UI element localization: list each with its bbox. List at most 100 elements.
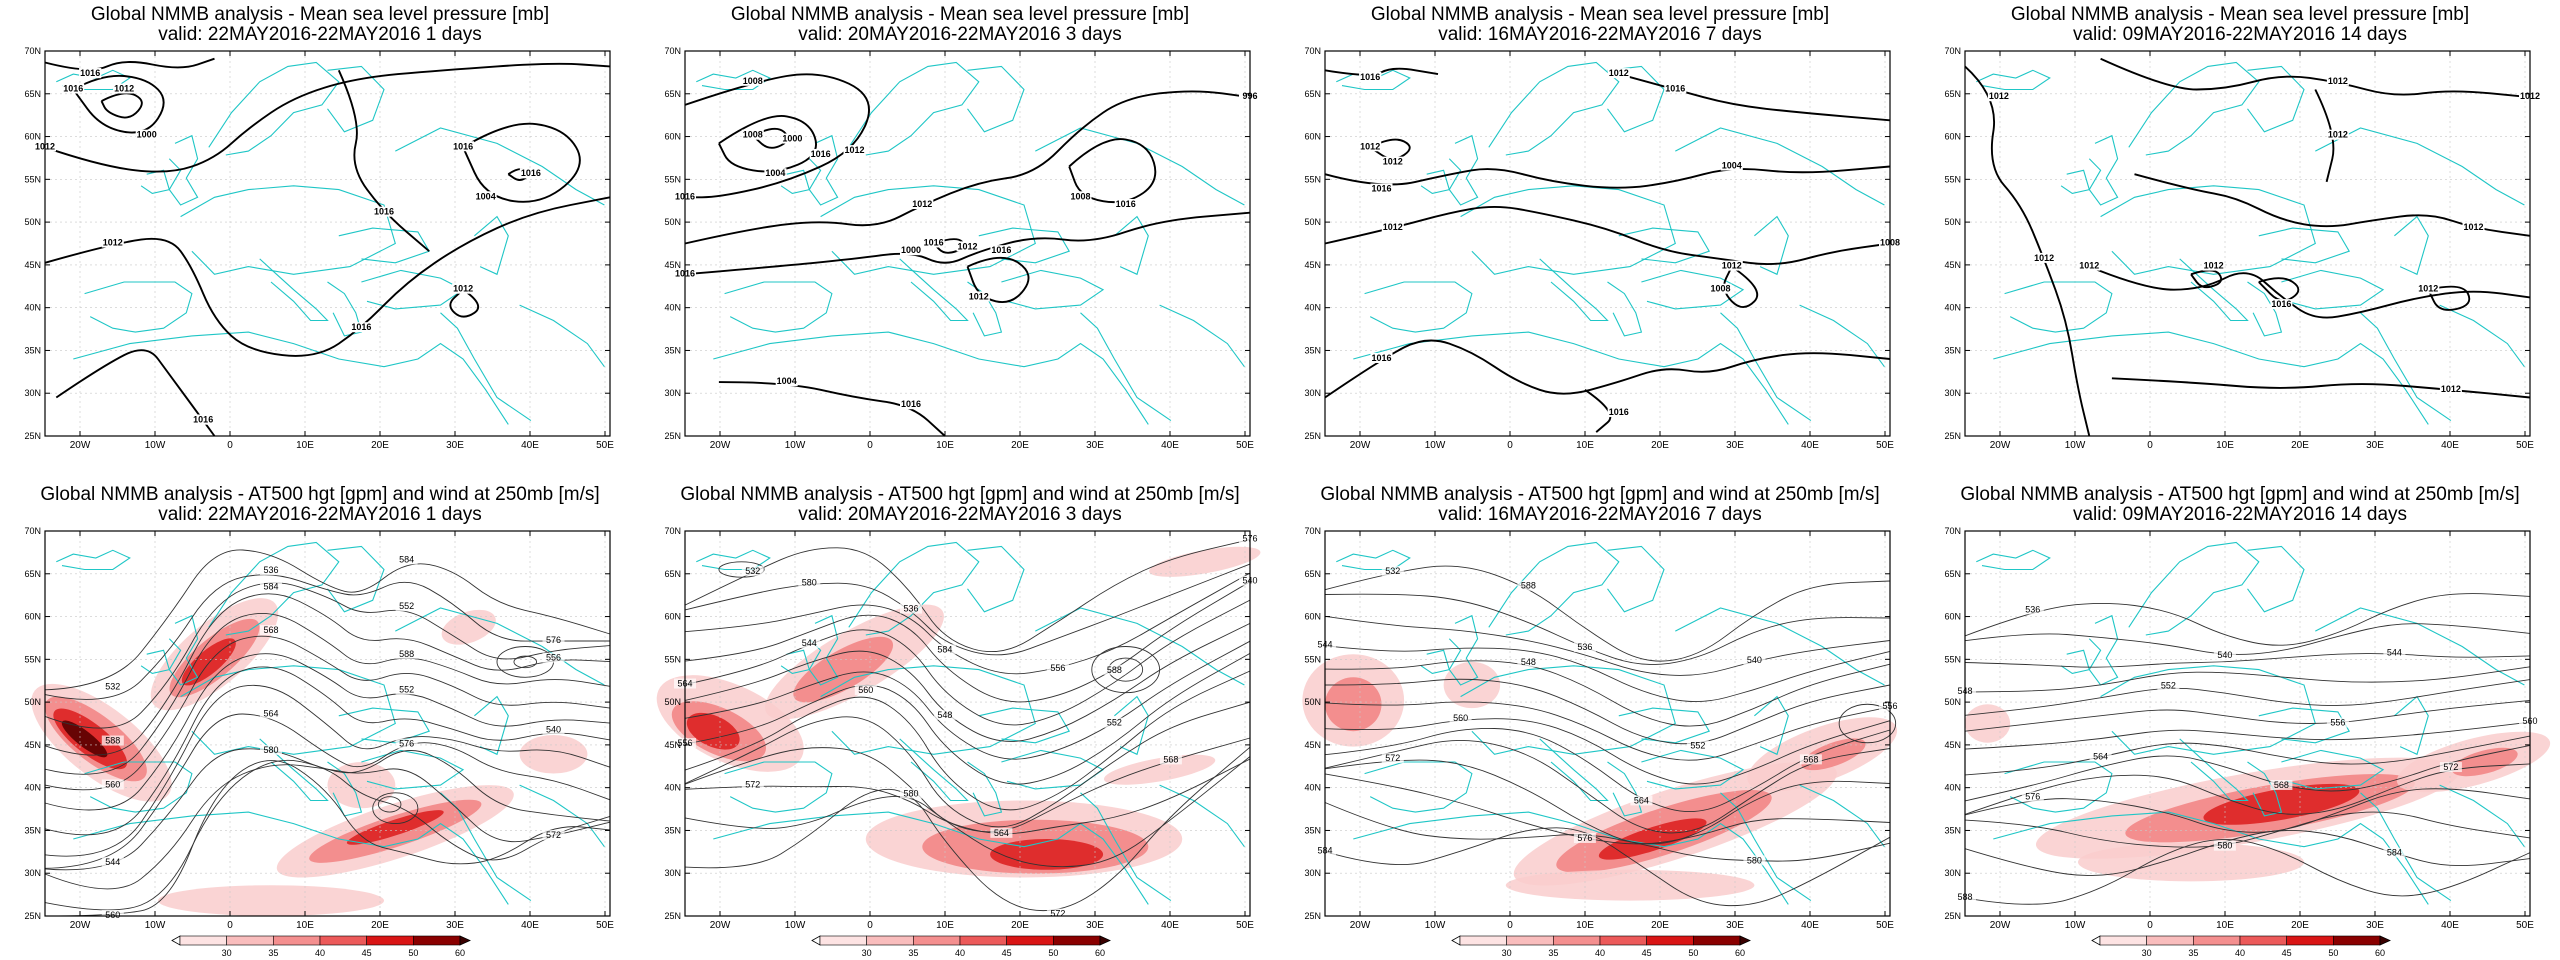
contour-label: 588 [1521, 581, 1536, 591]
coastline [1448, 134, 1479, 206]
contour-label-bg [854, 684, 877, 695]
plot-border [1324, 50, 1891, 437]
height-contour [684, 539, 1251, 652]
contour-label-bg [1573, 642, 1596, 653]
contour-label-bg [2326, 75, 2349, 86]
height-contour [718, 561, 765, 578]
x-tick-label: 40E [1801, 920, 1819, 931]
wind-speed-shading [2203, 783, 2360, 825]
height-contour [1964, 593, 2531, 646]
coastline [2439, 304, 2525, 368]
colorbar-segment [2239, 935, 2287, 946]
x-tick-label: 20W [1350, 440, 1371, 451]
contour-label-bg [775, 376, 798, 387]
contour-label: 556 [546, 653, 561, 663]
height-contour [1324, 740, 1891, 834]
coastline [808, 614, 839, 686]
colorbar-tick-label: 50 [1048, 948, 1058, 958]
contour-label: 1016 [1609, 407, 1629, 417]
coastline [1460, 665, 1676, 755]
x-tick-label: 20E [1651, 440, 1669, 451]
colorbar-right-arrow [459, 935, 471, 946]
coastline [1080, 312, 1172, 422]
contour-label: 1000 [782, 134, 802, 144]
coastline [1001, 269, 1105, 310]
contour-label: 1004 [777, 376, 797, 386]
coastline [1976, 69, 2051, 91]
colorbar-segment [819, 935, 867, 946]
y-tick-label: 30N [24, 388, 41, 398]
y-tick-label: 55N [1944, 174, 1961, 184]
contour-label-bg [260, 744, 282, 755]
y-tick-label: 30N [1944, 868, 1961, 878]
contour-label-bg [101, 735, 124, 746]
x-tick-label: 0 [2147, 440, 2153, 451]
coastline [899, 738, 969, 802]
contour-label-bg [1987, 91, 2010, 102]
y-tick-label: 65N [664, 89, 681, 99]
y-tick-label: 60N [1304, 132, 1321, 142]
coastline [2360, 312, 2452, 422]
height-contour [44, 713, 611, 869]
coastline [1976, 549, 2051, 571]
contour-label-bg [1607, 68, 1630, 79]
y-tick-label: 30N [1304, 388, 1321, 398]
coastline [1336, 549, 1411, 571]
contour-label-bg [741, 75, 764, 86]
y-tick-label: 30N [1944, 388, 1961, 398]
panel-subtitle: valid: 20MAY2016-22MAY2016 3 days [798, 504, 1122, 525]
panel-title: Global NMMB analysis - Mean sea level pr… [90, 4, 550, 25]
y-tick-label: 45N [1304, 260, 1321, 270]
x-tick-label: 40E [1161, 920, 1179, 931]
colorbar-tick-label: 35 [2188, 948, 2198, 958]
contour-label-bg [900, 399, 922, 410]
contour-label: 1016 [453, 141, 473, 151]
contour-label-bg [542, 830, 565, 841]
contour-label: 564 [2093, 751, 2108, 761]
contour-label-bg [1381, 156, 1404, 167]
isobar [462, 122, 581, 203]
coastline [1993, 331, 2429, 425]
contour-label-bg [843, 145, 866, 156]
x-tick-label: 50E [2516, 920, 2534, 931]
coastline [2258, 227, 2351, 264]
y-tick-label: 25N [24, 911, 41, 921]
y-tick-label: 25N [1304, 431, 1321, 441]
colorbar-tick-label: 35 [1548, 948, 1558, 958]
contour-label: 532 [745, 566, 760, 576]
isobar [72, 74, 165, 134]
x-tick-label: 30E [2366, 920, 2384, 931]
y-tick-label: 25N [1944, 911, 1961, 921]
height-contour [1964, 830, 2531, 877]
x-tick-label: 10E [296, 920, 314, 931]
coastline [180, 185, 396, 275]
x-tick-label: 50E [1236, 920, 1254, 931]
x-tick-label: 20W [710, 920, 731, 931]
contour-label-bg [373, 206, 395, 217]
x-tick-label: 10W [1425, 920, 1446, 931]
contour-label: 1012 [844, 145, 864, 155]
plot-border [684, 530, 1251, 917]
wind-speed-shading [2078, 842, 2304, 882]
contour-label: 568 [2274, 780, 2289, 790]
coastline [978, 707, 1071, 744]
wind-speed-shading [1965, 704, 2011, 743]
wind-speed-shading [2451, 747, 2518, 777]
wind-speed-shading [686, 712, 740, 750]
contour-label-bg [260, 708, 282, 719]
height-contour [44, 574, 610, 700]
coastline [474, 695, 509, 756]
x-tick-label: 20W [1350, 920, 1371, 931]
colorbar-tick-label: 45 [1642, 948, 1652, 958]
x-tick-label: 20W [70, 440, 91, 451]
contour-label-bg [764, 168, 787, 179]
contour-label-bg [2439, 762, 2462, 773]
contour-label: 1012 [2034, 253, 2054, 263]
coastline [56, 549, 131, 571]
coastline [780, 169, 810, 194]
coastline [1641, 749, 1745, 790]
contour-label: 576 [2025, 792, 2040, 802]
contour-label: 580 [903, 788, 918, 798]
coastline [696, 69, 771, 91]
contour-label: 548 [1521, 657, 1536, 667]
